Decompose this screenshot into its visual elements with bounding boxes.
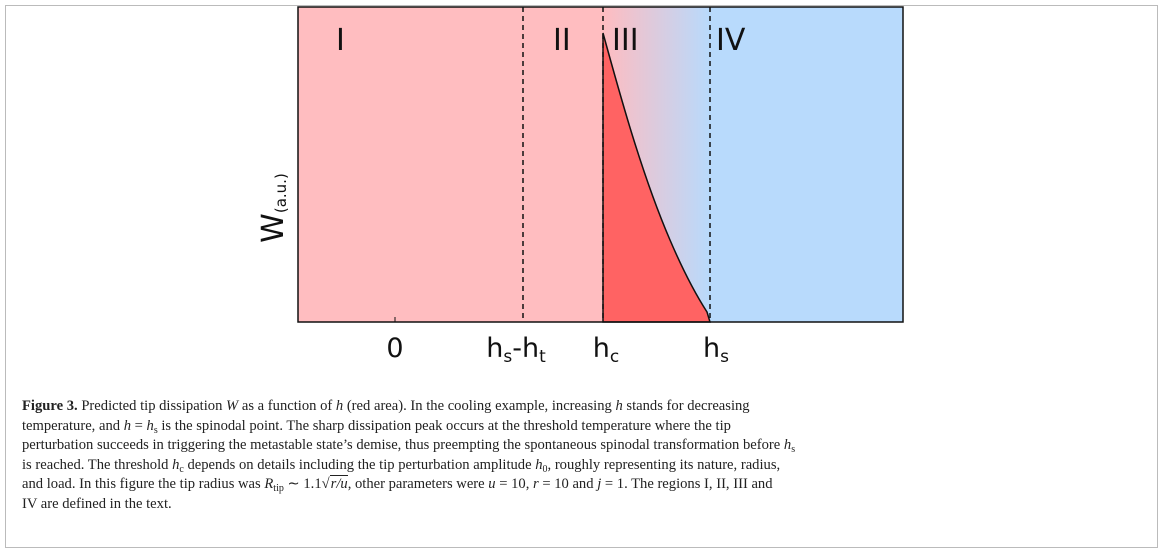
- x-tick-label: hs-ht: [486, 333, 546, 367]
- region-fill: [710, 7, 903, 322]
- caption-text: = 10,: [495, 476, 533, 492]
- caption-line: perturbation succeeds in triggering the …: [22, 436, 1152, 456]
- caption-text: IV are defined in the text.: [22, 495, 172, 512]
- label-part: (a.u.): [272, 173, 290, 213]
- caption-text: (red area). In the cooling example, incr…: [343, 398, 616, 414]
- region-label: III: [612, 23, 639, 58]
- label-part: t: [539, 347, 546, 367]
- caption-text: 0: [542, 463, 548, 475]
- caption-text: =: [131, 417, 147, 434]
- caption-text: stands for decreasing: [622, 398, 750, 414]
- caption-text: ∼ 1.1: [283, 476, 322, 492]
- label-part: h: [593, 333, 610, 364]
- caption-text: depends on details including the tip per…: [183, 456, 536, 473]
- caption-text: s: [153, 424, 158, 436]
- caption-text: and load. In this figure the tip radius …: [22, 476, 265, 492]
- caption-text: h: [615, 398, 623, 414]
- caption-text: tip: [273, 483, 284, 494]
- label-part: h: [703, 333, 720, 364]
- label-part: W: [256, 213, 291, 243]
- caption-text: u: [488, 476, 496, 492]
- y-axis-label: W(a.u.): [256, 173, 291, 243]
- caption-text: = 10 and: [538, 476, 598, 492]
- caption-text: h: [123, 417, 131, 434]
- figure: I II III IVW(a.u.)0 hs-ht hc hs: [256, 6, 904, 367]
- caption-text: , other parameters were: [347, 476, 489, 492]
- caption-text: r: [533, 476, 539, 492]
- label-part: -h: [512, 333, 539, 364]
- caption-line: IV are defined in the text.: [22, 495, 1152, 515]
- x-tick-label: hc: [593, 333, 619, 367]
- caption-line: and load. In this figure the tip radius …: [22, 475, 773, 494]
- label-part: s: [503, 347, 512, 367]
- caption-text: W: [226, 398, 239, 414]
- label-part: s: [720, 347, 729, 367]
- label-part: c: [610, 347, 619, 367]
- plot-frame: [297, 6, 904, 323]
- dissipation-area: [602, 32, 712, 323]
- caption-text: temperature, and: [22, 417, 124, 434]
- caption-text: is the spinodal point. The sharp dissipa…: [157, 417, 731, 434]
- caption-text: c: [179, 463, 184, 475]
- caption-text: R: [264, 476, 274, 492]
- caption-text: s: [791, 444, 796, 455]
- caption-text: Figure 3.: [22, 398, 78, 414]
- caption-text: as a function of: [238, 398, 336, 414]
- region-label: IV: [716, 23, 746, 58]
- caption-text: h: [535, 456, 543, 473]
- caption-line: Figure 3. Predicted tip dissipation W as…: [22, 397, 1152, 417]
- label-part: h: [486, 333, 503, 364]
- caption-text: j: [597, 476, 602, 492]
- caption-text: h: [335, 398, 344, 414]
- x-tick-label: 0: [386, 333, 403, 364]
- region-fill: [298, 7, 603, 322]
- label-part: 0: [386, 333, 403, 364]
- caption-text: h: [172, 456, 180, 473]
- caption-text: h: [146, 417, 154, 434]
- caption-text: , roughly representing its nature, radiu…: [547, 456, 781, 473]
- x-tick-label: hs: [703, 333, 729, 367]
- caption-text: Predicted tip dissipation: [77, 398, 227, 414]
- caption-text: r/u: [329, 475, 348, 492]
- caption-text: h: [783, 437, 792, 453]
- figure-frame: [5, 5, 1158, 548]
- caption-line: is reached. The threshold hc depends on …: [22, 456, 1152, 476]
- region-label: II: [553, 23, 571, 58]
- caption-line: temperature, and h = hs is the spinodal …: [22, 417, 1152, 437]
- caption-text: = 1. The regions I, II, III and: [601, 476, 773, 492]
- caption: Figure 3. Predicted tip dissipation W as…: [22, 397, 1152, 514]
- region-label: I: [336, 23, 345, 58]
- caption-text: perturbation succeeds in triggering the …: [22, 437, 784, 453]
- caption-text: is reached. The threshold: [22, 456, 173, 473]
